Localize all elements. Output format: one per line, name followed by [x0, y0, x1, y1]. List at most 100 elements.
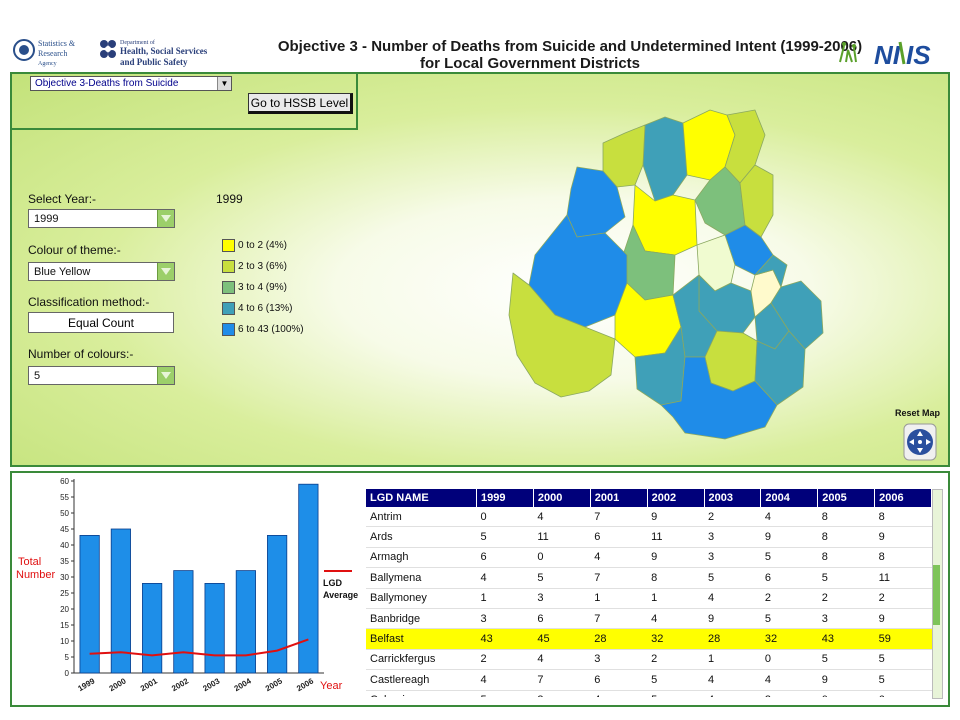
table-cell: 2	[760, 588, 818, 609]
year-select[interactable]: 1999	[28, 209, 175, 228]
column-header[interactable]: 2006	[874, 489, 932, 507]
table-row[interactable]: Banbridge 3 6 7 4 9 5 3 9	[366, 608, 932, 630]
district-limavady	[642, 116, 688, 202]
chevron-down-icon[interactable]	[157, 263, 174, 280]
column-header[interactable]: 2005	[817, 489, 876, 507]
nisra-logo: Statistics & Research Agency Department …	[13, 39, 208, 67]
table-cell: Ballymoney	[366, 588, 477, 609]
table-cell: 7	[590, 567, 648, 589]
table-cell: 7	[590, 507, 648, 528]
legend-label: 2 to 3 (6%)	[238, 261, 287, 273]
table-row[interactable]: Castlereagh 4 7 6 5 4 4 9 5	[366, 669, 932, 691]
table-cell: 6	[476, 547, 534, 569]
legend-item: 6 to 43 (100%)	[222, 323, 304, 338]
theme-select-value: Blue Yellow	[34, 266, 91, 278]
table-cell: 9	[704, 608, 761, 630]
table-row[interactable]: Armagh 6 0 4 9 3 5 8 8	[366, 547, 932, 569]
x-tick-label: 2002	[170, 676, 190, 693]
table-row[interactable]: Ballymena 4 5 7 8 5 6 5 11	[366, 567, 932, 589]
y-tick-label: 45	[60, 525, 69, 534]
map-legend: 0 to 2 (4%) 2 to 3 (6%) 3 to 4 (9%) 4 to 6 …	[222, 239, 304, 344]
column-header[interactable]: 2000	[533, 489, 591, 507]
x-tick-label: 2005	[264, 676, 284, 693]
ni-district-map[interactable]	[505, 105, 835, 450]
theme-select[interactable]: Blue Yellow	[28, 262, 175, 281]
table-cell: 8	[647, 567, 704, 589]
chevron-down-icon[interactable]	[157, 210, 174, 227]
table-cell: 1	[590, 588, 648, 609]
column-header[interactable]: LGD NAME	[366, 489, 477, 507]
select-year-label: Select Year:-	[28, 192, 97, 206]
table-cell: 8	[817, 507, 875, 528]
table-row[interactable]: Ards 5 11 6 11 3 9 8 9	[366, 526, 932, 548]
chevron-down-icon[interactable]: ▼	[217, 77, 231, 90]
legend-label-line2: Average	[323, 590, 358, 600]
table-cell: 9	[874, 526, 932, 548]
district-fermanagh	[508, 272, 616, 398]
table-cell: 0	[760, 649, 818, 671]
svg-text:Health, Social Services: Health, Social Services	[120, 46, 208, 56]
table-cell: 0	[817, 690, 875, 697]
bar	[142, 583, 163, 674]
svg-text:Research: Research	[38, 49, 67, 58]
district-newry	[660, 356, 778, 440]
bar	[110, 528, 131, 674]
table-cell: 32	[760, 628, 818, 650]
district-newtownabbey	[754, 254, 788, 288]
reset-map-button[interactable]	[903, 423, 937, 461]
number-colours-select[interactable]: 5	[28, 366, 175, 385]
data-table-viewport: LGD NAME 1999 2000 2001 2002 2003 2004 2005 2006…	[366, 489, 932, 697]
chevron-down-icon[interactable]	[157, 367, 174, 384]
column-header[interactable]: 1999	[476, 489, 534, 507]
table-cell: Antrim	[366, 507, 477, 528]
table-cell: 5	[817, 649, 875, 671]
column-header[interactable]: 2001	[590, 489, 648, 507]
go-to-hssb-button[interactable]: Go to HSSB Level	[248, 93, 353, 114]
x-tick-label: 2001	[139, 676, 159, 693]
table-cell: Belfast	[366, 628, 477, 650]
bar	[235, 570, 256, 674]
table-cell: 2	[817, 588, 875, 609]
table-cell: 6	[760, 567, 818, 589]
table-cell: 5	[647, 669, 704, 691]
legend-label: 0 to 2 (4%)	[238, 240, 287, 252]
table-cell: 4	[760, 669, 818, 691]
objective-select-value: Objective 3-Deaths from Suicide	[35, 78, 179, 89]
deaths-bar-chart: 0 5 10 15 20 25 30 35 40 45 50 55 60 1999 2000 2001 2002…	[16, 477, 358, 693]
svg-text:Statistics &: Statistics &	[38, 39, 76, 48]
table-row[interactable]: Ballymoney 1 3 1 1 4 2 2 2	[366, 588, 932, 609]
y-axis-label-line1: Total	[18, 556, 41, 568]
table-cell: 3	[476, 608, 534, 630]
table-header-row: LGD NAME 1999 2000 2001 2002 2003 2004 2005 2006	[366, 489, 932, 507]
table-cell: 4	[704, 690, 761, 697]
column-header[interactable]: 2004	[760, 489, 819, 507]
table-cell: 6	[874, 690, 932, 697]
column-header[interactable]: 2002	[647, 489, 705, 507]
table-row[interactable]: Coleraine53454306	[366, 690, 932, 697]
svg-text:and Public Safety: and Public Safety	[120, 57, 188, 67]
table-cell: 4	[533, 649, 591, 671]
table-row[interactable]: Antrim 0 4 7 9 2 4 8 8	[366, 507, 932, 528]
table-cell: 11	[533, 526, 591, 548]
classification-select[interactable]: Equal Count	[28, 312, 174, 333]
y-tick-label: 50	[60, 509, 69, 518]
table-scrollbar-thumb[interactable]	[933, 565, 940, 625]
table-cell: 9	[647, 547, 704, 569]
table-cell: 1	[704, 649, 761, 671]
table-row[interactable]: Belfast 43 45 28 32 28 32 43 59	[366, 628, 932, 650]
table-cell: 8	[874, 507, 932, 528]
table-cell: 5	[533, 567, 591, 589]
objective-select[interactable]: Objective 3-Deaths from Suicide ▼	[30, 76, 232, 91]
bar	[79, 535, 100, 674]
table-cell: 28	[590, 628, 648, 650]
column-header[interactable]: 2003	[704, 489, 762, 507]
table-cell: 59	[874, 628, 932, 650]
table-cell: Carrickfergus	[366, 649, 477, 671]
table-cell: Armagh	[366, 547, 477, 569]
table-cell: 2	[874, 588, 932, 609]
bar	[267, 535, 288, 674]
table-cell: 3	[704, 547, 761, 569]
table-row[interactable]: Carrickfergus 2 4 3 2 1 0 5 5	[366, 649, 932, 671]
table-cell: 4	[476, 567, 534, 589]
table-cell: 4	[647, 608, 704, 630]
